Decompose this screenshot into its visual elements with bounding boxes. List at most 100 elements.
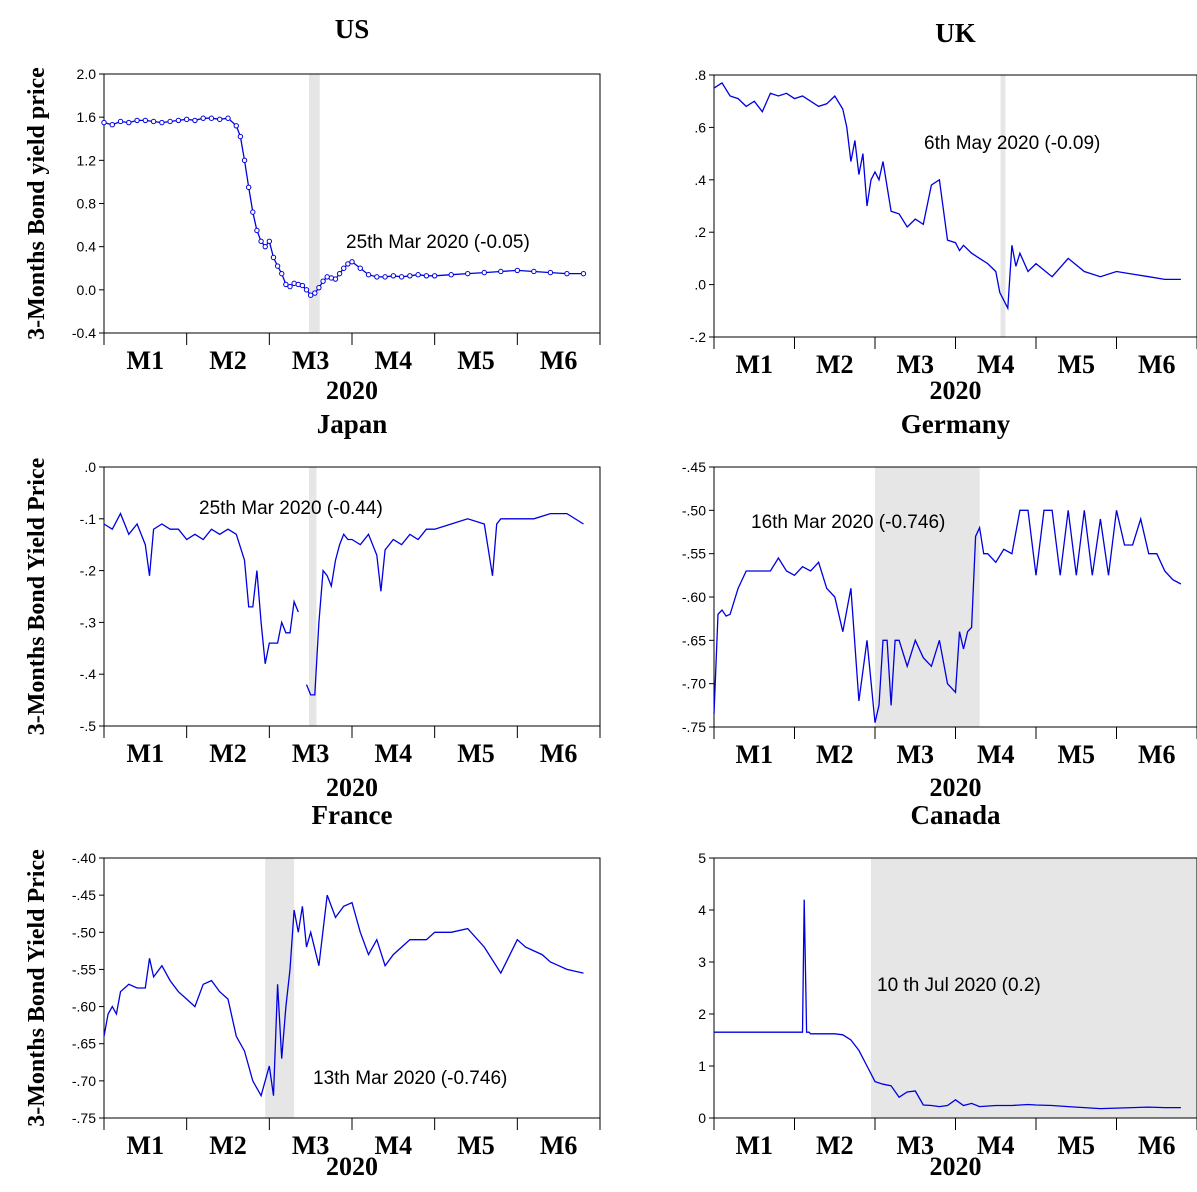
data-point [142, 117, 149, 124]
y-tick-label: -.65 [682, 632, 706, 648]
data-point [126, 119, 132, 126]
data-point [514, 267, 521, 274]
x-tick-label: M5 [457, 1131, 495, 1160]
x-axis-label: 2020 [930, 1152, 982, 1181]
x-tick-label: M6 [1138, 740, 1176, 769]
data-point [341, 265, 347, 271]
y-tick-label: -0.4 [72, 325, 96, 341]
x-tick-label: M6 [540, 739, 578, 768]
data-point [208, 115, 215, 121]
x-tick-label: M2 [816, 1131, 854, 1160]
y-tick-label: -.50 [682, 502, 706, 518]
data-point [345, 261, 351, 267]
x-tick-label: M1 [127, 346, 165, 375]
x-tick-label: M4 [375, 1131, 413, 1160]
x-axis-label: 2020 [326, 376, 378, 405]
annotation: 13th Mar 2020 (-0.746) [313, 1068, 507, 1089]
y-tick-label: 2.0 [77, 66, 97, 82]
data-point [316, 284, 322, 291]
x-tick-label: M4 [375, 739, 413, 768]
data-point [357, 265, 363, 271]
data-point [415, 272, 421, 278]
data-point [320, 278, 326, 284]
chart-title: Canada [910, 800, 1001, 830]
y-tick-label: -.2 [690, 329, 707, 345]
y-tick-label: -.55 [682, 546, 706, 562]
series-line [713, 509, 1182, 723]
data-point [167, 118, 173, 125]
x-tick-label: M6 [540, 346, 578, 375]
data-point [270, 254, 277, 261]
data-point [279, 270, 285, 277]
data-point [365, 272, 372, 278]
data-point [498, 268, 504, 275]
y-tick-label: 0.8 [77, 196, 97, 212]
data-point [564, 270, 570, 277]
y-tick-label: 1.6 [77, 109, 97, 125]
y-tick-label: -.4 [80, 666, 97, 682]
x-tick-label: M4 [375, 346, 413, 375]
data-point [159, 119, 165, 126]
y-tick-label: 3 [698, 954, 706, 970]
data-point [274, 263, 281, 269]
y-tick-label: .4 [694, 172, 706, 188]
y-tick-label: -.45 [72, 887, 96, 903]
data-point [382, 274, 388, 280]
chart-title: Japan [317, 409, 388, 439]
x-tick-label: M4 [977, 1131, 1015, 1160]
y-tick-label: 0.4 [77, 239, 97, 255]
y-tick-label: -.1 [80, 511, 97, 527]
data-point [307, 292, 314, 298]
series-line [103, 512, 299, 664]
y-tick-label: .0 [84, 459, 96, 475]
data-point [336, 270, 343, 277]
y-tick-label: .8 [694, 67, 706, 83]
x-tick-label: M4 [977, 350, 1015, 379]
annotation: 16th Mar 2020 (-0.746) [751, 512, 945, 533]
annotation: 10 th Jul 2020 (0.2) [877, 975, 1041, 996]
shaded-period [870, 858, 1197, 1118]
y-tick-label: -.40 [72, 850, 96, 866]
data-point [312, 290, 318, 296]
data-point [258, 238, 264, 244]
data-point [183, 116, 190, 123]
series-line [103, 894, 584, 1098]
x-tick-label: M1 [127, 739, 165, 768]
x-axis-label: 2020 [930, 773, 982, 802]
data-point [150, 118, 157, 125]
data-point [431, 273, 438, 279]
chart-title: Germany [901, 409, 1011, 439]
data-point [101, 119, 107, 126]
x-tick-label: M5 [1057, 350, 1095, 379]
x-tick-label: M3 [292, 1131, 330, 1160]
data-point [287, 283, 293, 290]
y-tick-label: -.55 [72, 961, 96, 977]
y-tick-label: .6 [694, 119, 706, 135]
shaded-period [875, 467, 980, 727]
data-point [531, 268, 537, 275]
y-tick-label: -.60 [682, 589, 706, 605]
annotation: 6th May 2020 (-0.09) [924, 133, 1100, 154]
y-tick-label: .0 [694, 277, 706, 293]
x-tick-label: M6 [1138, 1131, 1176, 1160]
series-line [305, 512, 584, 696]
x-tick-label: M2 [209, 346, 247, 375]
x-tick-label: M2 [816, 350, 854, 379]
y-tick-label: 1.2 [77, 152, 97, 168]
x-axis-label: 2020 [326, 1152, 378, 1181]
x-tick-label: M1 [735, 740, 773, 769]
data-point [192, 117, 198, 124]
data-point [390, 273, 397, 279]
x-tick-label: M3 [292, 739, 330, 768]
y-tick-label: 5 [698, 850, 706, 866]
x-tick-label: M4 [977, 740, 1015, 769]
x-tick-label: M2 [816, 740, 854, 769]
data-point [233, 123, 239, 129]
y-tick-label: -.65 [72, 1036, 96, 1052]
x-tick-label: M3 [292, 346, 330, 375]
x-tick-label: M5 [457, 739, 495, 768]
data-point [237, 133, 244, 140]
series-line [713, 81, 1181, 311]
y-tick-label: 0 [698, 1110, 706, 1126]
